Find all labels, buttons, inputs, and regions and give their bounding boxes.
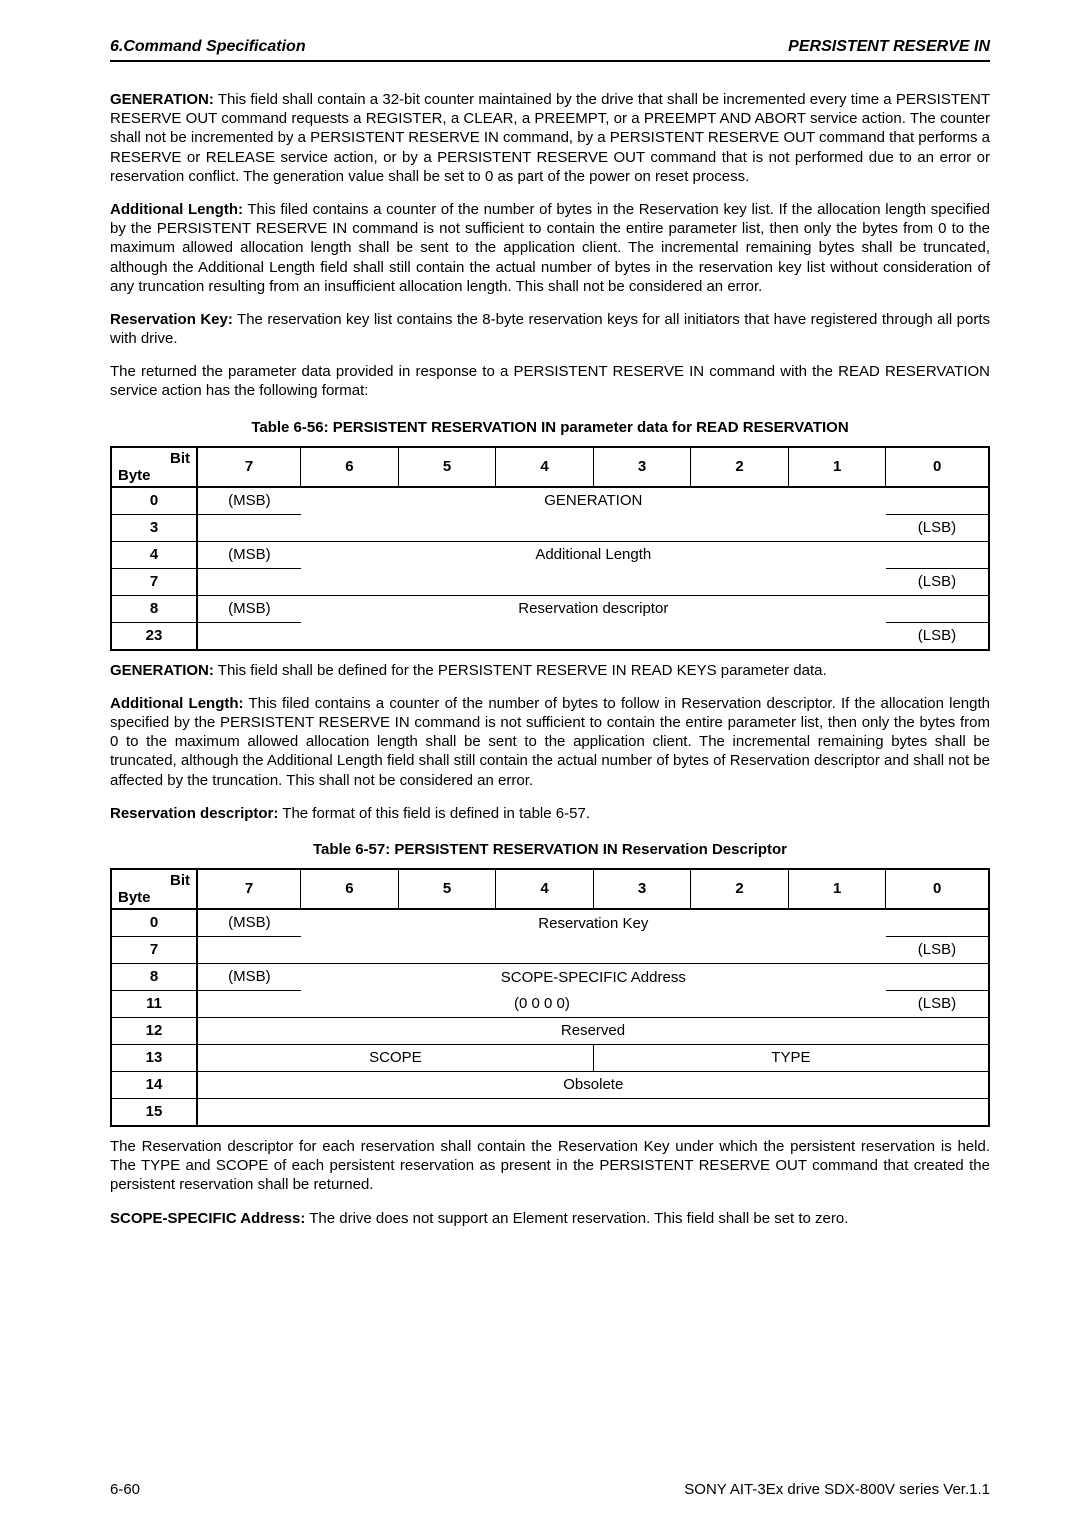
text: This filed contains a counter of the num… (110, 201, 990, 295)
paragraph-reservation-key: Reservation Key: The reservation key lis… (110, 310, 990, 348)
paragraph-generation-2: GENERATION: This field shall be defined … (110, 661, 990, 680)
col-0: 0 (886, 869, 989, 909)
col-0: 0 (886, 447, 989, 487)
table2-caption: Table 6-57: PERSISTENT RESERVATION IN Re… (110, 841, 990, 858)
paragraph-additional-length-1: Additional Length: This filed contains a… (110, 200, 990, 296)
scope-specific-cell: SCOPE-SPECIFIC Address (301, 963, 886, 990)
bit-byte-header: Bit Byte (111, 447, 197, 487)
footer-right: SONY AIT-3Ex drive SDX-800V series Ver.1… (684, 1481, 990, 1498)
row-23: 23 (111, 622, 197, 650)
paragraph-additional-length-2: Additional Length: This filed contains a… (110, 694, 990, 790)
col-6: 6 (301, 869, 399, 909)
page-header: 6.Command Specification PERSISTENT RESER… (110, 38, 990, 62)
zeros-cell: (0 0 0 0) (197, 990, 886, 1017)
col-4: 4 (496, 869, 594, 909)
label-generation: GENERATION: (110, 91, 214, 108)
type-cell: TYPE (593, 1044, 989, 1071)
page-footer: 6-60 SONY AIT-3Ex drive SDX-800V series … (110, 1481, 990, 1498)
col-3: 3 (593, 869, 691, 909)
obsolete-cell: Obsolete (301, 1071, 886, 1098)
row-15: 15 (111, 1098, 197, 1126)
col-1: 1 (788, 869, 886, 909)
text: This field shall be defined for the PERS… (214, 662, 827, 679)
text: The format of this field is defined in t… (278, 805, 590, 822)
row-13: 13 (111, 1044, 197, 1071)
col-6: 6 (301, 447, 399, 487)
table-6-57: Bit Byte 7 6 5 4 3 2 1 0 0 (MSB) Reserva… (110, 868, 990, 1127)
row-8: 8 (111, 963, 197, 990)
msb-cell: (MSB) (197, 541, 301, 568)
msb-cell: (MSB) (197, 963, 301, 990)
col-7: 7 (197, 869, 301, 909)
row-11: 11 (111, 990, 197, 1017)
footer-left: 6-60 (110, 1481, 140, 1498)
row-14: 14 (111, 1071, 197, 1098)
table1-caption: Table 6-56: PERSISTENT RESERVATION IN pa… (110, 419, 990, 436)
row-3: 3 (111, 514, 197, 541)
col-2: 2 (691, 869, 789, 909)
col-1: 1 (788, 447, 886, 487)
additional-length-cell: Additional Length (301, 541, 886, 568)
row-0: 0 (111, 487, 197, 515)
col-5: 5 (398, 447, 496, 487)
paragraph-reservation-descriptor-desc: The Reservation descriptor for each rese… (110, 1137, 990, 1195)
reserved-cell: Reserved (197, 1017, 989, 1044)
row-7: 7 (111, 568, 197, 595)
paragraph-scope-specific: SCOPE-SPECIFIC Address: The drive does n… (110, 1209, 990, 1228)
msb-cell: (MSB) (197, 487, 301, 515)
lsb-cell: (LSB) (886, 568, 989, 595)
paragraph-intro-table1: The returned the parameter data provided… (110, 362, 990, 400)
msb-cell: (MSB) (197, 909, 301, 937)
label-additional-length: Additional Length: (110, 695, 244, 712)
col-4: 4 (496, 447, 594, 487)
text: The drive does not support an Element re… (305, 1210, 848, 1227)
scope-cell: SCOPE (197, 1044, 593, 1071)
reservation-descriptor-cell: Reservation descriptor (301, 595, 886, 622)
label-additional-length: Additional Length: (110, 201, 243, 218)
text: The reservation key list contains the 8-… (110, 311, 990, 347)
col-5: 5 (398, 869, 496, 909)
row-4: 4 (111, 541, 197, 568)
paragraph-reservation-descriptor: Reservation descriptor: The format of th… (110, 804, 990, 823)
reservation-key-cell: Reservation Key (301, 909, 886, 937)
text: This field shall contain a 32-bit counte… (110, 91, 990, 185)
page: 6.Command Specification PERSISTENT RESER… (0, 0, 1080, 1528)
msb-cell: (MSB) (197, 595, 301, 622)
lsb-cell: (LSB) (886, 936, 989, 963)
label-generation: GENERATION: (110, 662, 214, 679)
table-6-56: Bit Byte 7 6 5 4 3 2 1 0 0 (MSB) GENERAT… (110, 446, 990, 651)
generation-cell: GENERATION (301, 487, 886, 515)
header-left: 6.Command Specification (110, 38, 306, 56)
lsb-cell: (LSB) (886, 990, 989, 1017)
row-8: 8 (111, 595, 197, 622)
col-7: 7 (197, 447, 301, 487)
row-12: 12 (111, 1017, 197, 1044)
row-0: 0 (111, 909, 197, 937)
col-2: 2 (691, 447, 789, 487)
label-reservation-key: Reservation Key: (110, 311, 233, 328)
paragraph-generation: GENERATION: This field shall contain a 3… (110, 90, 990, 186)
col-3: 3 (593, 447, 691, 487)
header-right: PERSISTENT RESERVE IN (788, 38, 990, 56)
lsb-cell: (LSB) (886, 514, 989, 541)
row-7: 7 (111, 936, 197, 963)
lsb-cell: (LSB) (886, 622, 989, 650)
label-reservation-descriptor: Reservation descriptor: (110, 805, 278, 822)
label-scope-specific: SCOPE-SPECIFIC Address: (110, 1210, 305, 1227)
bit-byte-header: Bit Byte (111, 869, 197, 909)
